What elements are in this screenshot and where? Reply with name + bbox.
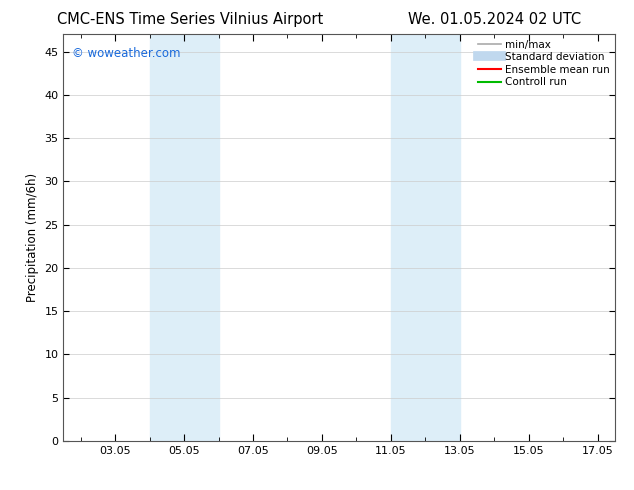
Legend: min/max, Standard deviation, Ensemble mean run, Controll run: min/max, Standard deviation, Ensemble me… bbox=[475, 36, 613, 91]
Bar bbox=[150, 34, 219, 441]
Bar bbox=[391, 34, 460, 441]
Y-axis label: Precipitation (mm/6h): Precipitation (mm/6h) bbox=[26, 173, 39, 302]
Text: We. 01.05.2024 02 UTC: We. 01.05.2024 02 UTC bbox=[408, 12, 581, 27]
Text: © woweather.com: © woweather.com bbox=[72, 47, 180, 59]
Text: CMC-ENS Time Series Vilnius Airport: CMC-ENS Time Series Vilnius Airport bbox=[57, 12, 323, 27]
